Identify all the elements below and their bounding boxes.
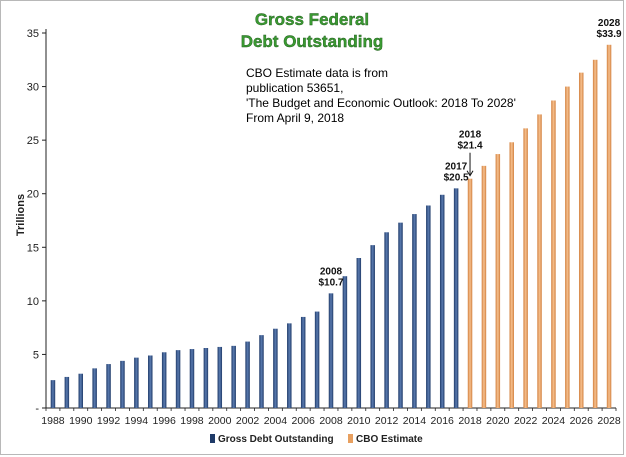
x-tick-label: 2000 [208, 415, 232, 427]
legend-label-actual: Gross Debt Outstanding [218, 434, 334, 445]
source-note-line: publication 53651, [246, 81, 343, 95]
bar-cbo-estimate [565, 86, 570, 409]
x-tick-label: 2026 [570, 415, 594, 427]
bar-gross-debt [384, 232, 389, 408]
bar-cbo-estimate [606, 44, 612, 409]
bar-gross-debt [314, 311, 320, 408]
bar-gross-debt [370, 245, 375, 408]
legend: Gross Debt Outstanding CBO Estimate [210, 434, 423, 445]
y-tick-label: 35 [27, 28, 39, 40]
x-tick-label: 1990 [69, 415, 93, 427]
y-tick-label: 10 [27, 296, 39, 308]
bar-gross-debt [398, 222, 403, 408]
x-tick-label: 1994 [125, 415, 149, 427]
x-tick-label: 2008 [319, 415, 343, 427]
bar-gross-debt [189, 349, 195, 408]
source-note: CBO Estimate data is from publication 53… [246, 66, 516, 125]
annotation-value: $10.7 [318, 277, 343, 288]
x-tick-label: 1992 [97, 415, 121, 427]
legend-swatch-actual [210, 434, 215, 443]
bar-gross-debt [245, 341, 250, 408]
bar-cbo-estimate [551, 100, 556, 408]
bar-cbo-estimate [495, 154, 501, 408]
x-tick-label: 1998 [180, 415, 204, 427]
legend-label-estimate: CBO Estimate [356, 434, 423, 445]
annotation-value: $33.9 [597, 29, 622, 40]
bar-gross-debt [120, 360, 125, 408]
bar-gross-debt [92, 368, 97, 408]
x-tick-label: 1996 [152, 415, 176, 427]
annotation-year: 2018 [459, 130, 482, 141]
x-tick-label: 2012 [375, 415, 399, 427]
bar-gross-debt [356, 258, 362, 408]
x-tick-label: 2006 [292, 415, 316, 427]
annotation-year: 2028 [598, 18, 621, 29]
bar-cbo-estimate [481, 165, 487, 408]
annotation-year: 2017 [445, 161, 468, 172]
chart-title-line2: Debt Outstanding [241, 32, 384, 51]
bar-gross-debt [64, 376, 70, 408]
chart-title-line1: Gross Federal [255, 10, 369, 29]
bar-gross-debt [50, 380, 56, 408]
bar-gross-debt [273, 328, 278, 408]
y-tick-label: 5 [33, 349, 39, 361]
bar-cbo-estimate [537, 114, 542, 408]
y-tick-label: 25 [27, 135, 39, 147]
x-tick-label: 2014 [403, 415, 427, 427]
bar-gross-debt [453, 188, 459, 408]
x-tick-label: 2020 [486, 415, 510, 427]
bar-gross-debt [78, 373, 84, 408]
y-tick-label: - [35, 403, 39, 415]
bar-gross-debt [342, 276, 348, 408]
bar-cbo-estimate [578, 72, 584, 409]
bar-gross-debt [161, 352, 167, 408]
x-tick-label: 2004 [264, 415, 288, 427]
bar-layer [50, 44, 612, 409]
bar-gross-debt [328, 293, 334, 408]
annotation-year: 2008 [320, 266, 343, 277]
source-note-line: 'The Budget and Economic Outlook: 2018 T… [246, 96, 516, 110]
x-tick-label: 2024 [542, 415, 566, 427]
bar-gross-debt [412, 214, 417, 408]
bar-gross-debt [106, 364, 111, 408]
bar-gross-debt [259, 335, 264, 408]
bar-cbo-estimate [509, 142, 514, 409]
bar-gross-debt [134, 357, 139, 408]
x-tick-label: 2016 [431, 415, 455, 427]
bar-gross-debt [426, 205, 431, 408]
annotation-arrow-head [466, 170, 474, 177]
bar-cbo-estimate [467, 178, 473, 408]
source-note-line: CBO Estimate data is from [246, 66, 388, 80]
x-tick-label: 1988 [41, 415, 65, 427]
y-tick-label: 20 [27, 189, 39, 201]
bar-gross-debt [231, 345, 236, 408]
y-tick-label: 30 [27, 82, 39, 94]
y-tick-label: 15 [27, 242, 39, 254]
bar-gross-debt [203, 348, 209, 408]
x-tick-label: 2022 [514, 415, 538, 427]
bar-gross-debt [175, 350, 181, 408]
x-tick-label: 2002 [236, 415, 260, 427]
bar-gross-debt [148, 355, 153, 408]
annotation-value: $21.4 [458, 141, 483, 152]
bar-cbo-estimate [523, 128, 528, 408]
bar-gross-debt [300, 316, 306, 408]
legend-swatch-estimate [348, 434, 353, 443]
source-note-line: From April 9, 2018 [246, 111, 344, 125]
bar-cbo-estimate [592, 59, 598, 409]
annotation-layer: 2008$10.7 2017$20.5 2018$21.4 2028$33.9 [318, 18, 622, 289]
y-axis-label: Trillions [15, 194, 27, 236]
x-tick-label: 2028 [597, 415, 621, 427]
x-tick-label: 2010 [347, 415, 371, 427]
x-tick-label: 2018 [458, 415, 482, 427]
annotation-value: $20.5 [444, 172, 469, 183]
tick-layer: - 5 10 15 20 25 30 35 1988 1990 1992 1994 1996 1998 20… [27, 28, 621, 427]
bar-gross-debt [217, 346, 223, 408]
bar-gross-debt [439, 194, 445, 408]
bar-gross-debt [287, 323, 292, 408]
